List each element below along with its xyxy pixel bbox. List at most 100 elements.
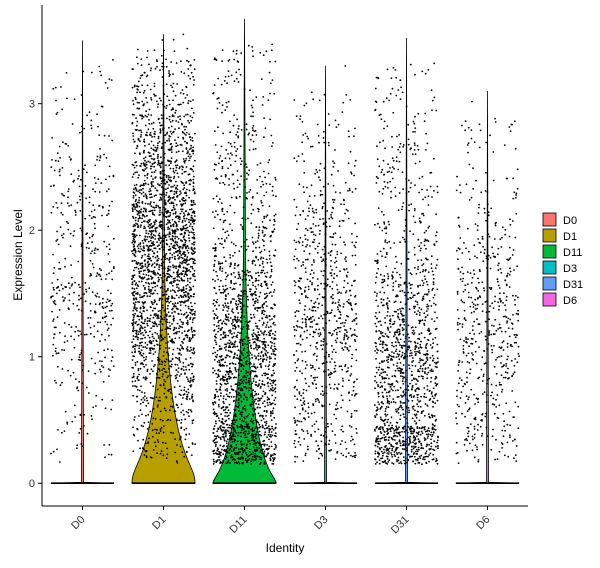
point: [151, 333, 154, 336]
point: [132, 327, 135, 330]
point: [189, 312, 192, 314]
point: [255, 381, 257, 384]
point: [186, 213, 189, 216]
point: [164, 234, 167, 237]
point: [242, 275, 245, 278]
point: [229, 254, 232, 256]
point: [268, 292, 271, 295]
point: [263, 444, 266, 447]
point: [237, 368, 240, 371]
point: [270, 353, 273, 355]
point: [248, 425, 250, 428]
point: [166, 297, 169, 299]
point: [189, 281, 191, 284]
point: [221, 326, 224, 329]
point: [135, 202, 138, 205]
point: [225, 383, 228, 385]
point: [169, 300, 172, 303]
point: [236, 425, 239, 428]
point: [101, 105, 104, 108]
point: [265, 326, 267, 328]
point: [172, 108, 175, 111]
point: [173, 171, 176, 174]
point: [149, 314, 152, 317]
point: [224, 435, 227, 438]
point: [189, 115, 192, 117]
point: [180, 321, 183, 323]
point: [176, 188, 179, 191]
point: [238, 68, 241, 71]
point: [166, 277, 168, 280]
point: [224, 415, 227, 417]
point: [133, 314, 136, 317]
point: [275, 446, 277, 449]
point: [163, 351, 165, 353]
point: [153, 171, 156, 174]
point: [172, 99, 174, 102]
point: [181, 150, 184, 153]
point: [213, 441, 216, 444]
point: [143, 151, 145, 154]
point: [140, 424, 143, 427]
point: [110, 349, 113, 352]
point: [144, 168, 147, 170]
point: [246, 327, 248, 330]
point: [314, 289, 316, 291]
point: [177, 257, 180, 260]
point: [173, 193, 176, 196]
point: [273, 316, 276, 318]
point: [173, 304, 176, 306]
point: [249, 271, 251, 273]
point: [222, 181, 225, 184]
point: [182, 92, 185, 95]
point: [77, 177, 79, 180]
point: [238, 125, 240, 127]
point: [314, 430, 316, 433]
point: [182, 361, 185, 364]
point: [96, 292, 99, 295]
point: [163, 189, 165, 191]
point: [260, 78, 263, 80]
point: [158, 248, 161, 250]
point: [51, 310, 53, 313]
point: [156, 325, 159, 328]
point: [252, 422, 255, 425]
point: [255, 425, 258, 428]
point: [153, 209, 156, 212]
point: [187, 295, 190, 298]
point: [174, 128, 177, 131]
point: [57, 160, 60, 163]
point: [152, 127, 155, 130]
point: [175, 145, 178, 148]
point: [191, 137, 194, 139]
point: [254, 333, 257, 336]
point: [88, 287, 91, 290]
point: [219, 182, 221, 185]
point: [301, 372, 303, 375]
point: [214, 438, 217, 440]
point: [224, 294, 227, 296]
point: [244, 218, 247, 221]
point: [152, 234, 155, 236]
point: [135, 298, 138, 301]
point: [262, 257, 265, 260]
point: [243, 375, 246, 378]
point: [150, 300, 153, 303]
point: [222, 331, 225, 334]
point: [254, 148, 257, 150]
point: [166, 212, 168, 215]
point: [145, 163, 148, 166]
point: [170, 179, 173, 182]
point: [179, 250, 182, 253]
point: [181, 172, 184, 175]
point: [193, 334, 196, 336]
point: [273, 364, 276, 366]
point: [132, 394, 135, 397]
point: [165, 293, 168, 296]
point: [192, 112, 195, 114]
point: [243, 420, 245, 423]
point: [164, 254, 167, 256]
point: [245, 381, 248, 384]
point: [175, 151, 178, 154]
point: [164, 387, 166, 390]
